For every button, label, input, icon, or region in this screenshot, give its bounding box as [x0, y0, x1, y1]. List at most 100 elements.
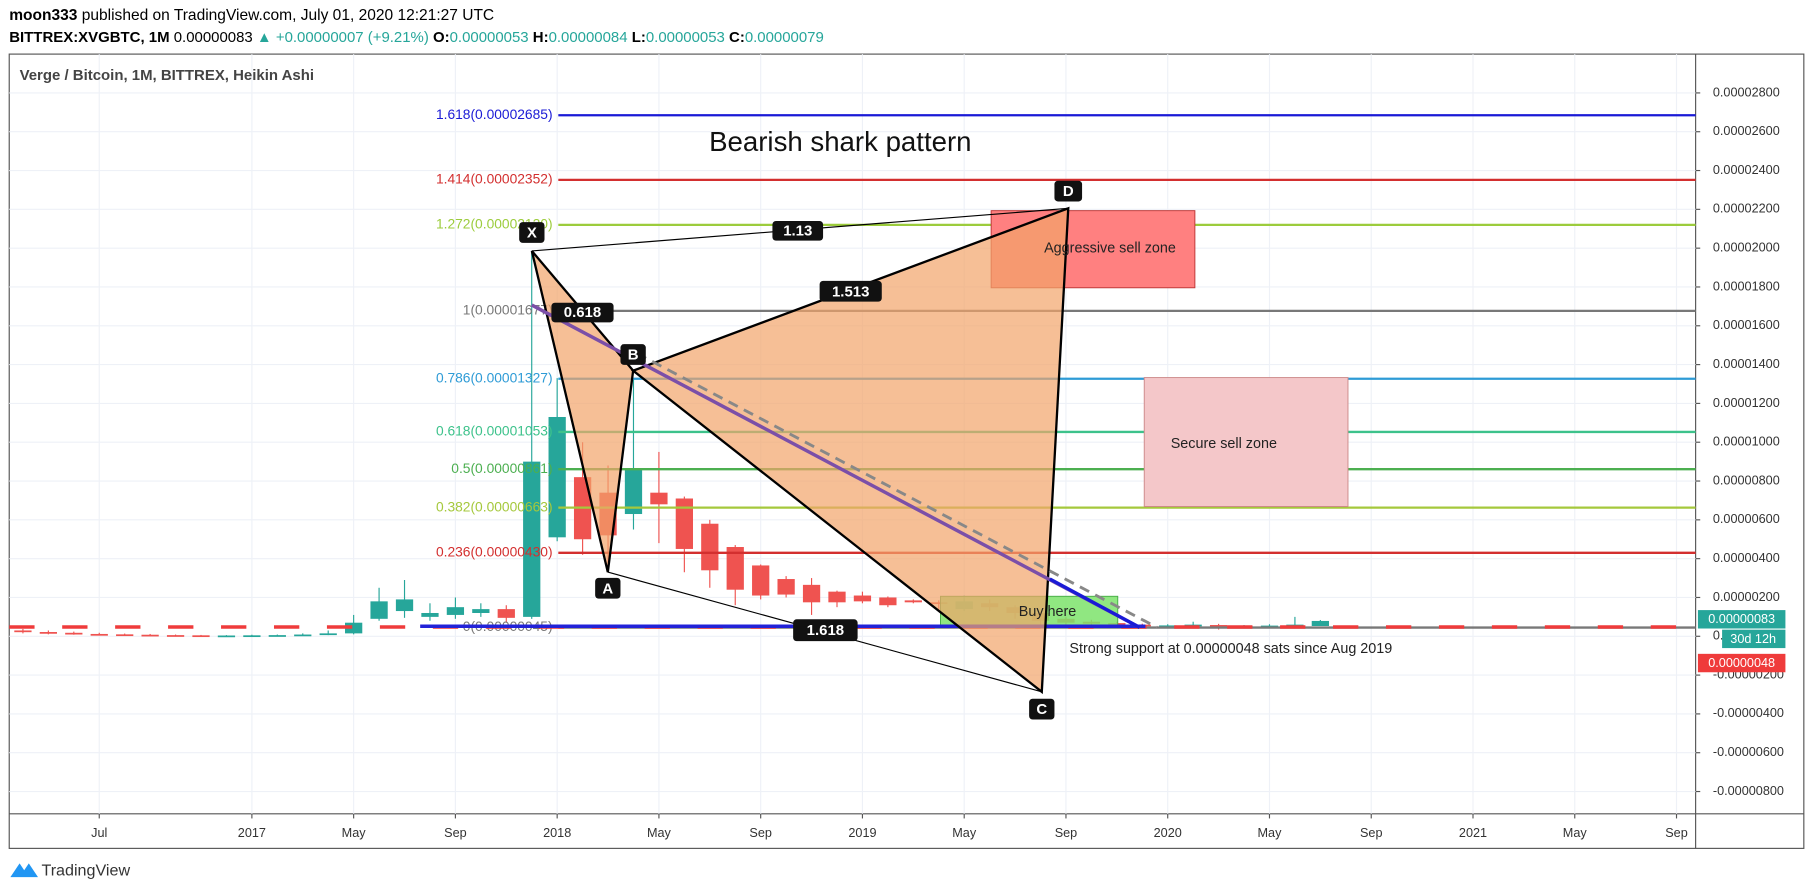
zone-label: Secure sell zone [1171, 436, 1277, 452]
y-tick-label: 0.00000800 [1713, 473, 1780, 487]
candle-body [472, 609, 490, 613]
candle-body [1159, 625, 1177, 628]
ratio-label: 0.618 [564, 304, 601, 321]
fib-label: 0.382(0.00000663) [436, 498, 553, 514]
author: moon333 [9, 7, 78, 24]
secure-zone [1143, 377, 1349, 507]
badge-countdown [1722, 629, 1786, 649]
ohlc-value: 0.00000053 [450, 29, 529, 46]
y-tick-label: 0.00001000 [1713, 435, 1780, 449]
ratio-label: 1.618 [807, 622, 844, 639]
candle-body [879, 597, 897, 606]
y-tick-label: 0.00000200 [1713, 590, 1780, 604]
candle-body [421, 612, 439, 617]
point-box [1029, 698, 1055, 720]
badge-last [1697, 610, 1786, 629]
candle-body [675, 498, 693, 549]
candle-body [90, 633, 108, 636]
candle-body [141, 634, 159, 637]
x-tick-label: 2021 [1459, 826, 1487, 840]
candle-body [726, 547, 744, 590]
ratio-box [772, 221, 824, 241]
candle-body [14, 630, 32, 633]
y-tick-label: 0.00002400 [1713, 163, 1780, 177]
y-tick-label: 0.00002600 [1713, 124, 1780, 138]
candle-body [294, 634, 312, 637]
ratio-box [551, 302, 614, 323]
y-tick-label: 0.00000400 [1713, 551, 1780, 565]
axes: -0.00000800-0.00000600-0.00000400-0.0000… [91, 85, 1784, 839]
dashed-trend [620, 344, 1158, 629]
point-label: B [628, 347, 639, 364]
pattern-title: Bearish shark pattern [709, 126, 971, 157]
x-tick-label: Sep [444, 826, 467, 840]
y-tick-label: 0.00001800 [1713, 279, 1780, 293]
fib-label: 1.618(0.00002685) [436, 106, 553, 122]
candle-body [395, 599, 414, 612]
candle-body [192, 635, 210, 638]
point-box [519, 222, 545, 243]
candle-body [650, 492, 668, 505]
candle-body [624, 469, 643, 515]
y-tick-label: 0.00001400 [1713, 357, 1780, 371]
candle-body [446, 607, 465, 615]
candle-body [39, 632, 57, 634]
zone-label: Aggressive sell zone [1044, 240, 1176, 256]
candle-body [319, 633, 337, 636]
x-tick-label: Sep [1055, 826, 1078, 840]
candle-body [370, 601, 388, 619]
point-label: C [1036, 701, 1047, 718]
ohlc-key: H: [533, 29, 549, 46]
ratio-box [819, 280, 882, 302]
ratio-label: 1.13 [783, 222, 812, 239]
candle-body [116, 634, 134, 637]
ohlc-key: O: [433, 29, 450, 46]
trend-line-end [1049, 577, 1141, 629]
point-box [620, 344, 646, 365]
candle-body [828, 591, 846, 603]
ratio-box [793, 619, 858, 642]
change: ▲ +0.00000007 (+9.21%) [257, 29, 429, 46]
candle-body [904, 600, 922, 603]
x-tick-label: Sep [1665, 826, 1688, 840]
fib-label: 0.618(0.00001053) [436, 423, 553, 439]
ohlc-value: 0.00000053 [646, 29, 725, 46]
candle-body [268, 635, 286, 637]
logo-icon [10, 863, 39, 878]
x-tick-label: Sep [749, 826, 772, 840]
fib-label: 1(0.00001677) [463, 301, 553, 317]
brand: TradingView [41, 862, 130, 880]
candle-body [217, 635, 236, 638]
candle-body [243, 635, 261, 638]
ratio-label: 1.513 [832, 283, 869, 300]
published-line: moon333 published on TradingView.com, Ju… [9, 7, 494, 24]
candle-body [777, 579, 795, 595]
ohlc-key: C: [729, 29, 745, 46]
x-tick-label: May [952, 826, 977, 840]
badge-text: 0.00000048 [1708, 656, 1775, 670]
chart-title: Verge / Bitcoin, 1M, BITTREX, Heikin Ash… [20, 67, 314, 84]
published: published on TradingView.com, July 01, 2… [82, 7, 494, 24]
badge-text: 0.00000083 [1708, 612, 1775, 626]
point-label: A [602, 580, 613, 597]
candle-body [1311, 620, 1329, 626]
last-price: 0.00000083 [174, 29, 253, 46]
x-tick-label: May [342, 826, 367, 840]
fib-label: 1.414(0.00002352) [436, 170, 553, 186]
symbol-line: BITTREX:XVGBTC, 1M 0.00000083 ▲ +0.00000… [9, 29, 824, 46]
fib-label: 0.5(0.00000861) [451, 460, 552, 476]
y-tick-label: 0.00002200 [1713, 202, 1780, 216]
footer-logo: TradingView [10, 862, 130, 880]
fib-label: 0.786(0.00001327) [436, 369, 553, 385]
candle-body [701, 523, 719, 571]
point-label: D [1063, 183, 1074, 200]
candle-body [166, 635, 185, 637]
candle-body [802, 584, 821, 603]
badge-support [1697, 653, 1786, 673]
point-label: X [527, 225, 537, 242]
x-tick-label: 2017 [238, 826, 266, 840]
y-tick-label: 0.00002800 [1713, 85, 1780, 99]
ohlc-value: 0.00000084 [549, 29, 628, 46]
x-tick-label: 2018 [543, 826, 571, 840]
